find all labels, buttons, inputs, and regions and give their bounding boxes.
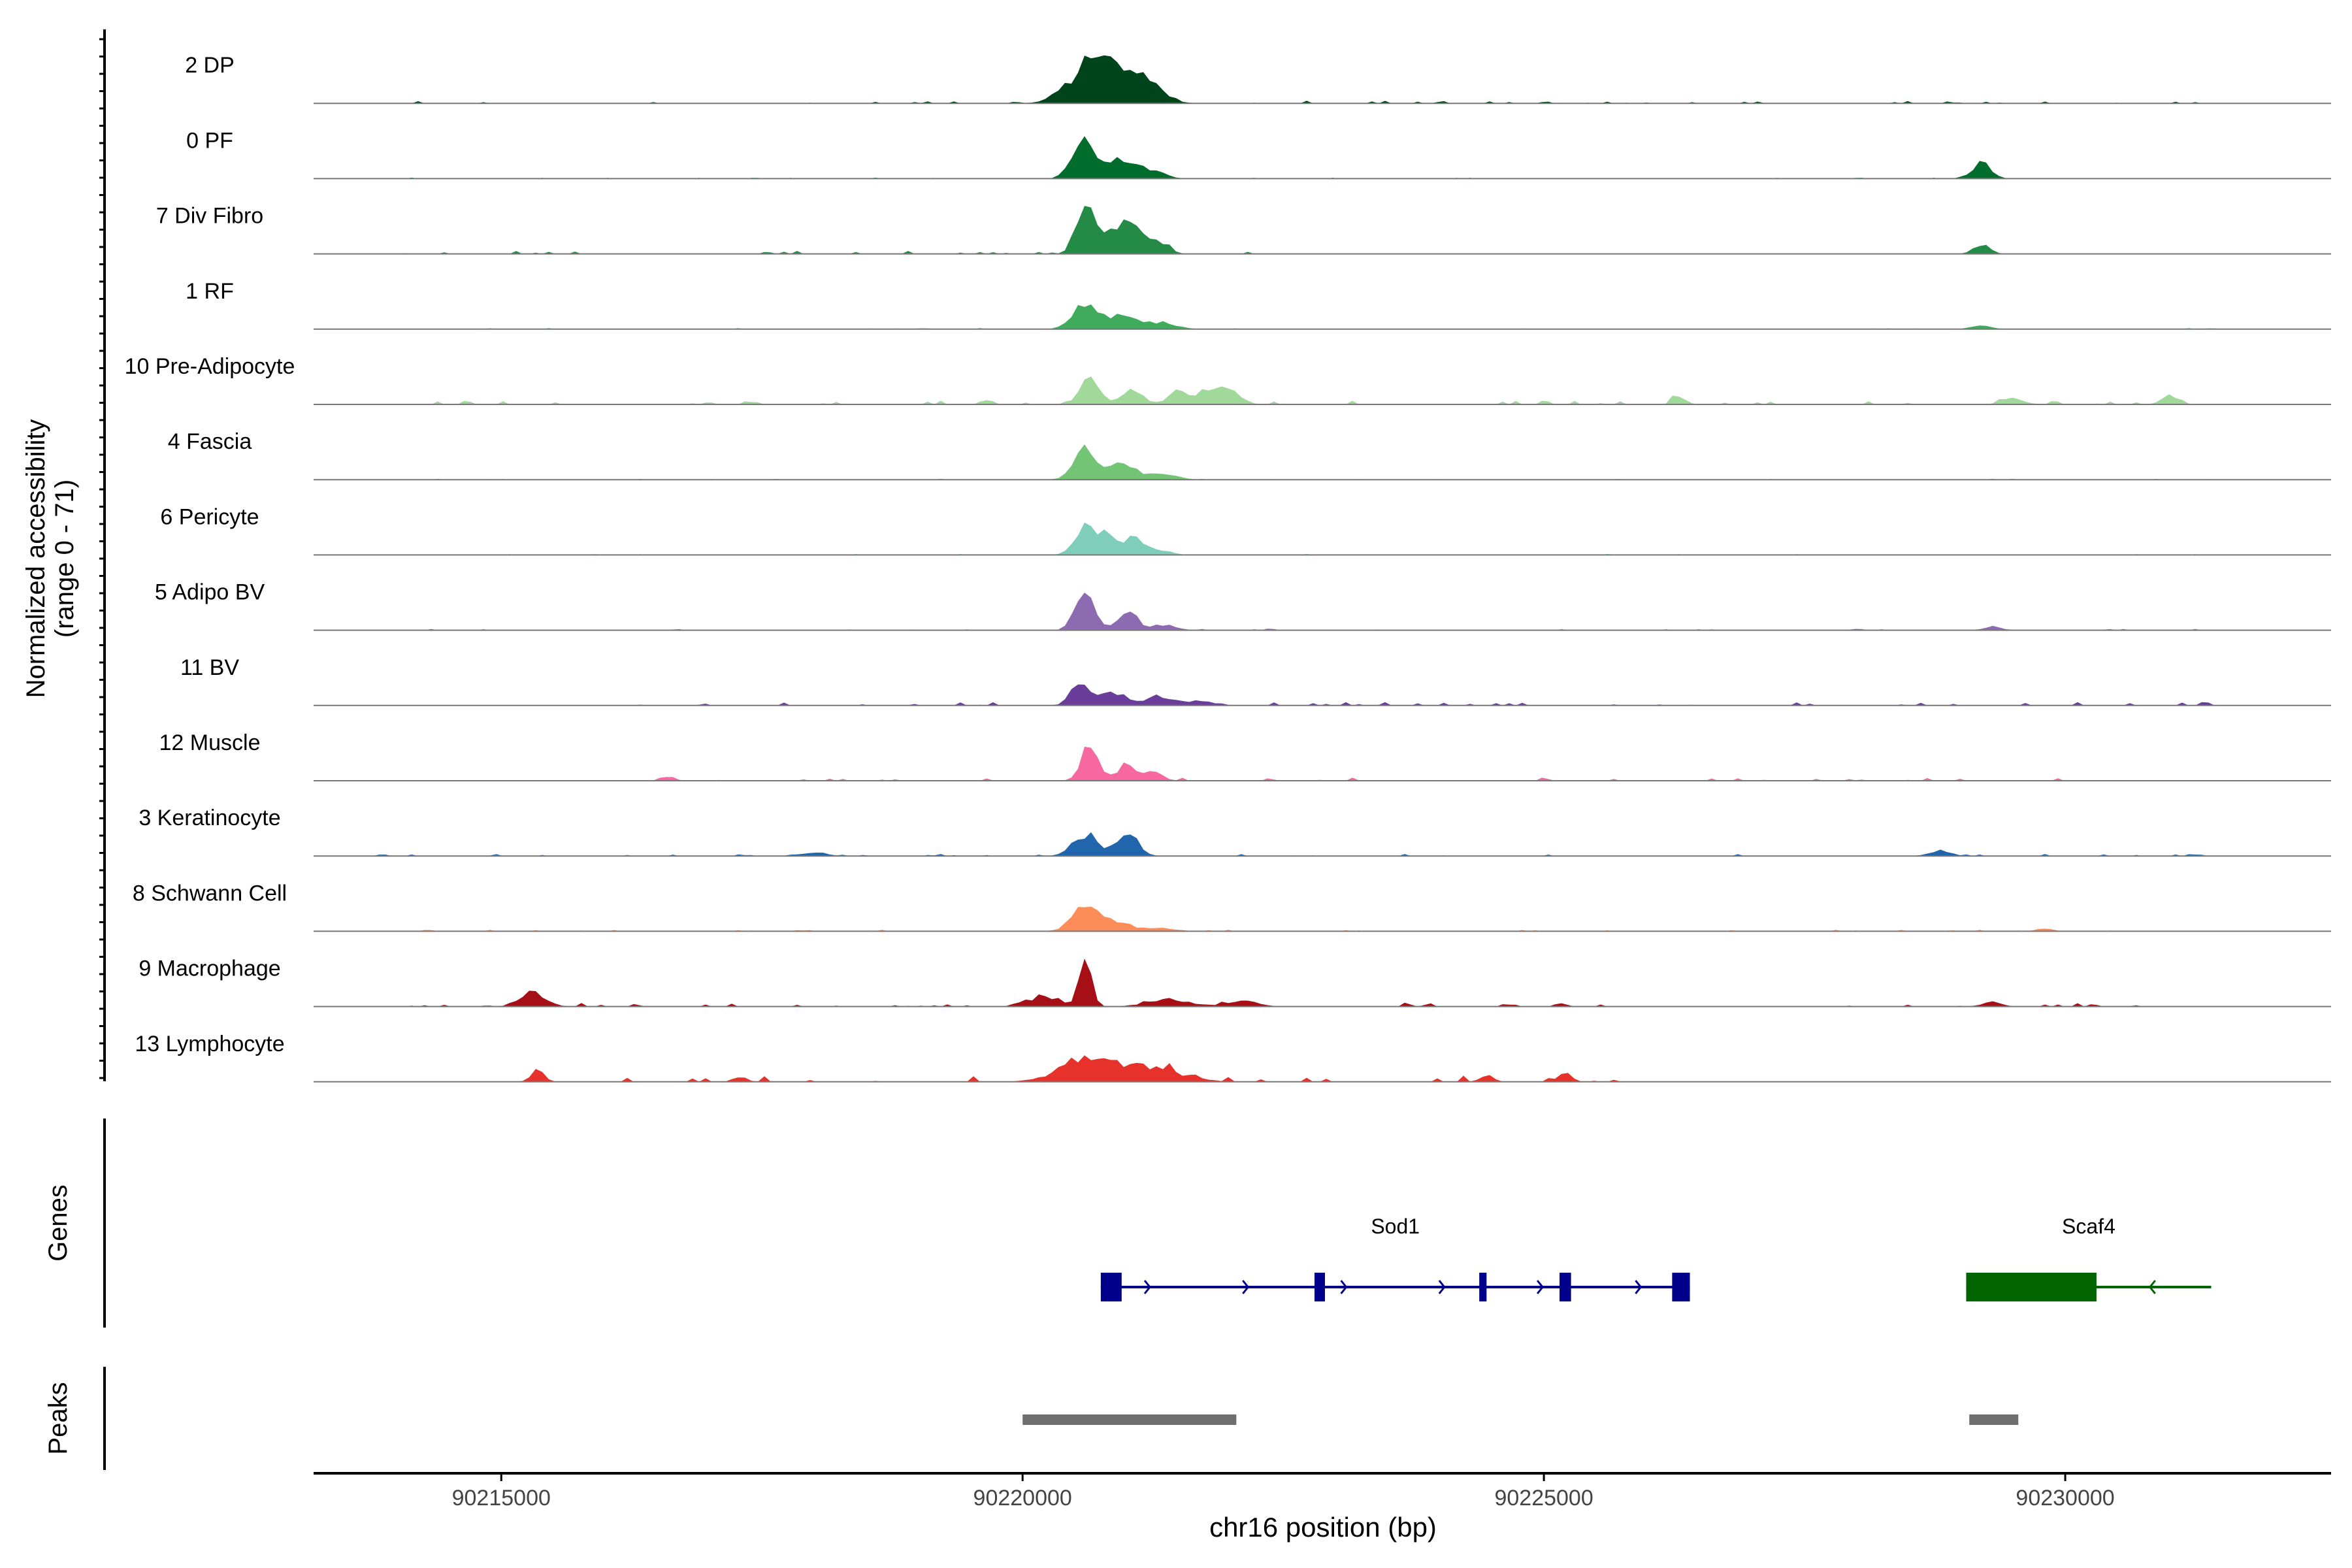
track-label: 2 DP (185, 53, 235, 78)
track-13-lymphocyte: 13 Lymphocyte (135, 1032, 2331, 1083)
exon (1672, 1273, 1690, 1301)
track-6-pericyte: 6 Pericyte (160, 504, 2331, 556)
coverage-area (314, 746, 2331, 781)
strand-arrow (1635, 1280, 1642, 1294)
coverage-area (314, 55, 2331, 104)
coverage-tracks: 2 DP 0 PF 7 Div Fibro 1 RF 10 Pre-Adipocyte 4… (125, 53, 2331, 1083)
coverage-area (314, 593, 2331, 630)
coverage-area (314, 906, 2331, 932)
track-label: 12 Muscle (159, 730, 261, 755)
y-axis-range-label: (range 0 - 71) (50, 480, 79, 638)
track-label: 1 RF (186, 279, 234, 304)
coverage-area (314, 206, 2331, 254)
coverage-area (314, 958, 2331, 1007)
peak-region-bar (1969, 1414, 2019, 1425)
gene-sod1: Sod1 (1100, 1215, 1690, 1301)
track-10-pre-adipocyte: 10 Pre-Adipocyte (125, 354, 2331, 405)
coverage-area (314, 444, 2331, 480)
track-label: 9 Macrophage (139, 956, 280, 981)
track-11-bv: 11 BV (180, 655, 2331, 706)
exon (1100, 1273, 1122, 1301)
x-axis-label: chr16 position (bp) (1209, 1512, 1437, 1543)
exon (1315, 1273, 1325, 1301)
exon (1966, 1273, 2097, 1301)
coverage-area (314, 684, 2331, 706)
track-label: 8 Schwann Cell (133, 881, 287, 906)
exon (1479, 1273, 1487, 1301)
track-5-adipo-bv: 5 Adipo BV (155, 580, 2331, 631)
strand-arrow (1242, 1280, 1250, 1294)
genes-panel-label: Genes (44, 1184, 73, 1262)
gene-annotations: Sod1 Scaf4 (1100, 1215, 2212, 1301)
strand-arrow (1438, 1280, 1446, 1294)
track-9-macrophage: 9 Macrophage (139, 956, 2331, 1007)
track-12-muscle: 12 Muscle (159, 730, 2331, 781)
peak-region-bar (1022, 1414, 1237, 1425)
exon (1560, 1273, 1571, 1301)
peaks-panel-label: Peaks (44, 1382, 73, 1454)
track-1-rf: 1 RF (186, 279, 2331, 330)
track-label: 3 Keratinocyte (139, 806, 280, 830)
x-tick-label: 90220000 (973, 1486, 1072, 1511)
track-label: 0 PF (186, 128, 233, 153)
track-0-pf: 0 PF (186, 128, 2331, 180)
x-axis-ticks: 90215000 90220000 90225000 90230000 (452, 1473, 2115, 1511)
strand-arrow (1143, 1280, 1151, 1294)
track-label: 5 Adipo BV (155, 580, 265, 605)
coverage-area (314, 522, 2331, 555)
strand-arrow (2148, 1280, 2156, 1294)
track-label: 10 Pre-Adipocyte (125, 354, 295, 379)
y-axis-label: Normalized accessibility (22, 419, 50, 698)
coverage-area (314, 376, 2331, 404)
x-tick-label: 90215000 (452, 1486, 551, 1511)
gene-name-label: Scaf4 (2062, 1215, 2115, 1238)
coverage-area (314, 832, 2331, 857)
track-8-schwann-cell: 8 Schwann Cell (133, 881, 2331, 932)
track-label: 7 Div Fibro (156, 204, 263, 229)
x-tick-label: 90225000 (1494, 1486, 1593, 1511)
coverage-area (314, 136, 2331, 179)
track-label: 13 Lymphocyte (135, 1032, 284, 1056)
track-7-div-fibro: 7 Div Fibro (156, 204, 2331, 255)
peak-regions (1022, 1414, 2019, 1425)
coverage-area (314, 1055, 2331, 1082)
track-label: 11 BV (180, 655, 239, 680)
track-2-dp: 2 DP (185, 53, 2331, 105)
y-axis (99, 29, 106, 1081)
track-4-fascia: 4 Fascia (168, 429, 2331, 481)
track-3-keratinocyte: 3 Keratinocyte (139, 806, 2331, 857)
track-label: 4 Fascia (168, 429, 252, 454)
coverage-area (314, 304, 2331, 329)
strand-arrow (1536, 1280, 1544, 1294)
track-label: 6 Pericyte (160, 504, 259, 529)
gene-name-label: Sod1 (1371, 1215, 1420, 1238)
x-tick-label: 90230000 (2016, 1486, 2114, 1511)
strand-arrow (1340, 1280, 1348, 1294)
gene-scaf4: Scaf4 (1966, 1215, 2212, 1301)
